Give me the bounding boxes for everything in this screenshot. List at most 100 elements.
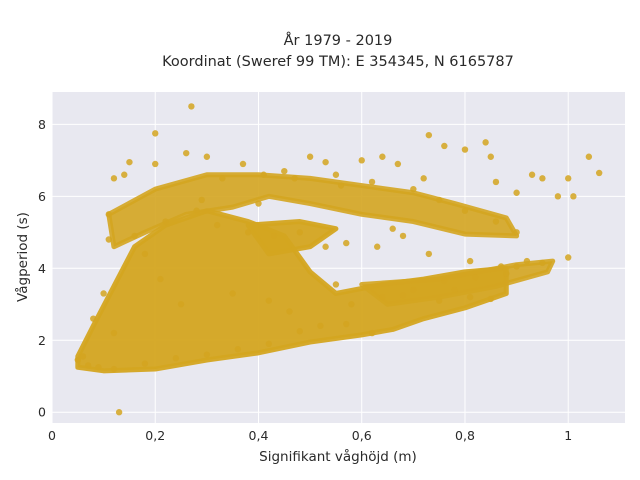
data-point <box>229 290 236 297</box>
data-point <box>234 346 242 353</box>
y-tick-label: 2 <box>38 333 46 348</box>
data-point <box>219 175 226 182</box>
data-point <box>595 169 603 177</box>
data-point <box>152 130 159 137</box>
data-point <box>410 286 417 294</box>
data-point <box>270 232 278 240</box>
data-point <box>100 290 107 297</box>
data-point <box>565 175 572 182</box>
data-point <box>358 157 365 164</box>
data-point <box>203 153 211 160</box>
data-point <box>105 236 112 243</box>
data-point <box>265 297 273 304</box>
data-point <box>451 286 458 294</box>
x-tick-label: 0 <box>48 428 56 443</box>
x-tick-label: 0,8 <box>455 428 475 443</box>
data-point <box>296 229 303 236</box>
x-tick-label: 1 <box>564 428 572 443</box>
data-point <box>110 365 118 373</box>
y-tick-label: 6 <box>38 189 46 204</box>
data-point <box>105 211 112 218</box>
data-point <box>513 229 520 236</box>
data-point <box>296 328 303 335</box>
data-point <box>513 263 520 270</box>
point-cloud-layer <box>75 172 556 374</box>
data-point <box>570 193 577 200</box>
data-point <box>74 356 82 364</box>
data-point <box>306 153 314 160</box>
data-point <box>513 189 520 196</box>
data-point <box>410 185 417 193</box>
y-tick-labels: 0 2 4 6 8 <box>38 117 46 420</box>
point-cloud-mid <box>245 219 339 257</box>
data-point <box>343 320 350 328</box>
data-point <box>265 340 273 348</box>
data-point <box>466 293 474 301</box>
data-point <box>239 160 247 168</box>
data-point <box>435 297 443 304</box>
data-point <box>291 175 298 182</box>
data-point <box>322 158 329 166</box>
data-point <box>461 146 469 153</box>
data-point <box>425 131 433 139</box>
x-tick-label: 0,4 <box>249 428 269 443</box>
data-point <box>487 295 494 303</box>
data-point <box>281 167 288 175</box>
data-point <box>492 218 500 225</box>
data-points-layer <box>74 103 603 416</box>
x-tick-label: 0,6 <box>352 428 372 443</box>
data-point <box>193 207 200 214</box>
data-point <box>317 322 324 330</box>
data-point <box>131 232 138 240</box>
data-point <box>472 274 479 281</box>
data-point <box>90 315 97 322</box>
x-axis-title: Signifikant våghöjd (m) <box>259 448 417 465</box>
chart-title-line2: Koordinat (Sweref 99 TM): E 354345, N 61… <box>162 54 514 70</box>
y-tick-label: 4 <box>38 261 46 276</box>
data-point <box>157 275 164 283</box>
y-tick-label: 8 <box>38 117 46 132</box>
data-point <box>286 308 293 315</box>
data-point <box>399 292 407 299</box>
data-point <box>84 362 92 369</box>
data-point <box>110 329 118 337</box>
data-point <box>126 158 133 166</box>
data-point <box>141 250 149 258</box>
y-axis-title: Vågperiod (s) <box>14 212 31 302</box>
data-point <box>203 351 211 358</box>
data-point <box>379 153 386 160</box>
data-point <box>162 218 169 225</box>
data-point <box>337 182 345 189</box>
data-point <box>435 196 443 204</box>
data-point <box>497 263 505 270</box>
data-point <box>198 196 205 204</box>
data-point <box>115 409 123 416</box>
data-point <box>322 243 329 250</box>
x-tick-label: 0,2 <box>145 428 165 443</box>
data-point <box>110 175 118 182</box>
data-point <box>121 171 128 178</box>
data-point <box>420 175 427 182</box>
data-point <box>379 293 386 301</box>
data-point <box>188 103 195 110</box>
data-point <box>260 171 267 178</box>
data-point <box>332 171 340 178</box>
data-point <box>79 353 87 360</box>
data-point <box>585 153 593 160</box>
data-point <box>332 281 340 288</box>
data-point <box>503 270 510 277</box>
data-point <box>539 259 546 267</box>
data-point <box>482 139 489 146</box>
data-point <box>466 257 474 265</box>
data-point <box>492 178 500 186</box>
data-point <box>213 221 221 229</box>
data-point <box>528 171 536 178</box>
data-point <box>441 277 448 285</box>
data-point <box>399 232 407 240</box>
point-cloud-core <box>75 208 509 374</box>
data-point <box>183 149 190 157</box>
chart-title-line1: År 1979 - 2019 <box>284 32 393 49</box>
data-point <box>539 175 546 182</box>
